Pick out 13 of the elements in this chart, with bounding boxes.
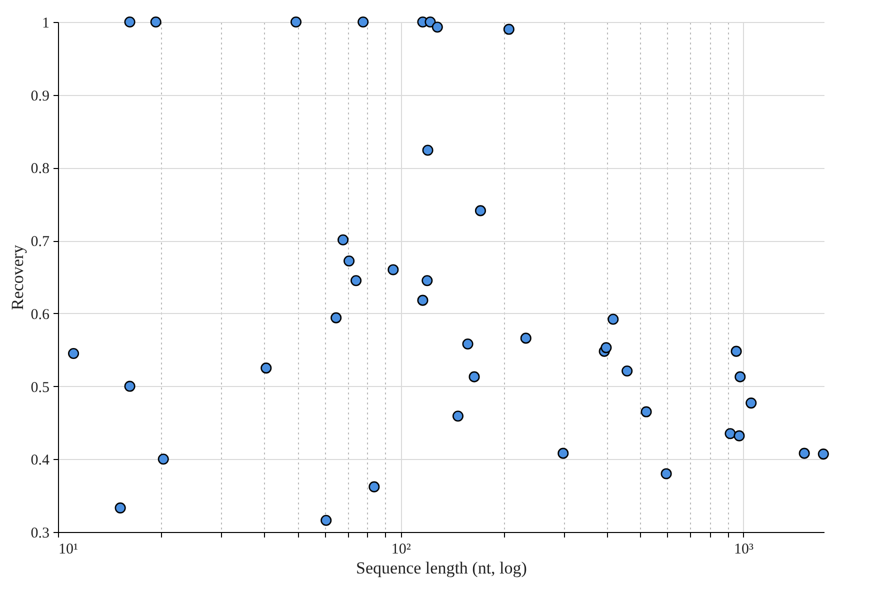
x-tick-label: 10³ <box>734 542 754 558</box>
y-axis-title: Recovery <box>8 244 27 310</box>
y-tick-label: 0.9 <box>30 88 50 104</box>
y-tick-label: 0.3 <box>30 526 50 542</box>
y-tick-label: 0.8 <box>30 161 50 178</box>
x-axis-title: Sequence length (nt, log) <box>356 558 527 578</box>
y-tick-label: 1 <box>42 16 50 32</box>
y-tick-label: 0.4 <box>30 452 50 469</box>
x-tick-label: 10² <box>391 542 412 558</box>
y-tick-label: 0.6 <box>30 306 50 323</box>
y-tick-label: 0.7 <box>30 234 50 250</box>
x-tick-label: 10¹ <box>58 542 78 558</box>
y-tick-label: 0.5 <box>30 380 50 396</box>
